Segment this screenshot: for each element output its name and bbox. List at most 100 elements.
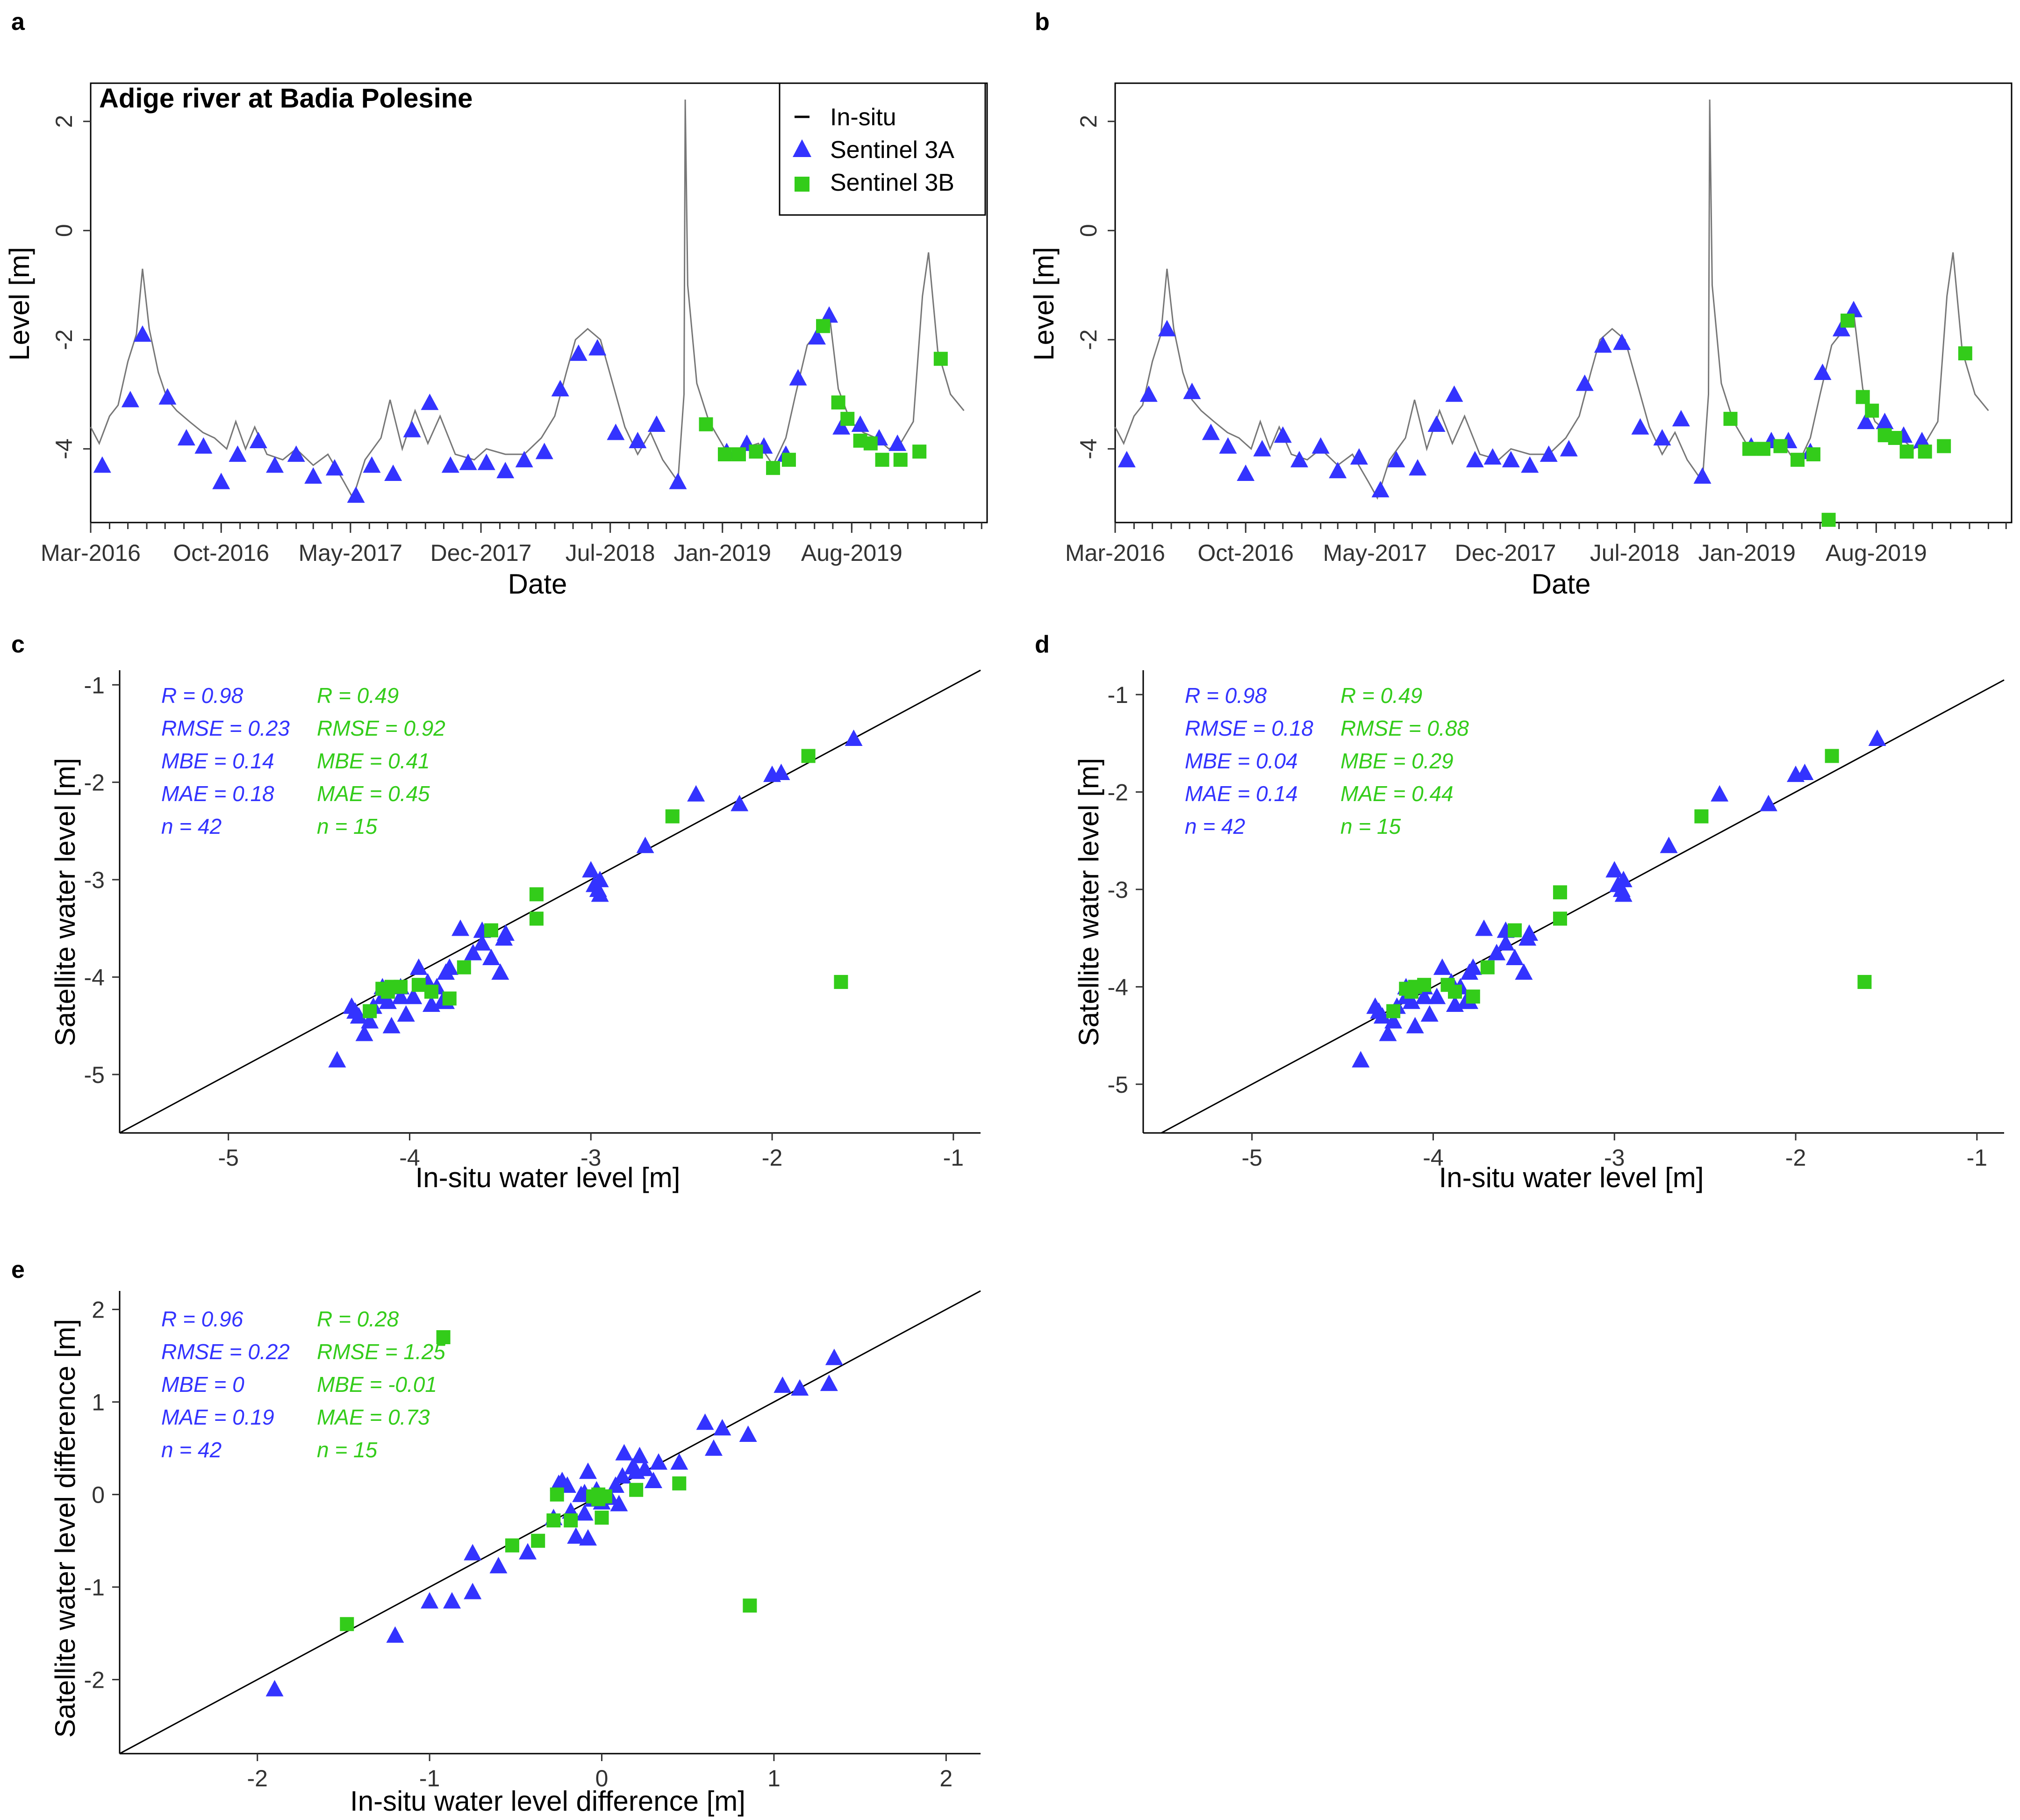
y-tick-label: -2 bbox=[51, 330, 77, 350]
y-tick-label: -1 bbox=[1108, 682, 1128, 708]
sentinel-3a-point bbox=[1502, 451, 1520, 467]
legend-s3b-swatch bbox=[795, 177, 809, 192]
legend-s3a-swatch bbox=[793, 139, 811, 157]
sentinel-3b-point bbox=[586, 1489, 601, 1504]
sentinel-3b-point bbox=[717, 447, 732, 462]
x-tick-label: 1 bbox=[767, 1765, 781, 1791]
sentinel-3a-point bbox=[1428, 988, 1446, 1004]
sentinel-3a-point bbox=[670, 1453, 688, 1470]
sentinel-3a-point bbox=[1483, 448, 1502, 465]
sentinel-3b-point bbox=[1417, 978, 1432, 992]
sentinel-3a-point bbox=[1237, 464, 1255, 481]
sentinel-3a-point bbox=[496, 462, 515, 479]
sentinel-3a-point bbox=[1796, 763, 1814, 780]
sentinel-3a-point bbox=[669, 473, 687, 489]
plot-frame bbox=[1114, 82, 2013, 523]
sentinel-3a-point bbox=[650, 1453, 668, 1470]
sentinel-3b-point bbox=[457, 960, 471, 974]
plot-frame bbox=[90, 82, 988, 523]
sentinel-3a-point bbox=[1274, 426, 1292, 443]
sentinel-3a-point bbox=[1614, 871, 1633, 888]
sentinel-3a-point bbox=[845, 729, 863, 746]
sentinel-3a-point bbox=[1427, 415, 1446, 432]
sentinel-3a-point bbox=[772, 763, 790, 780]
x-tick-label: Jan-2019 bbox=[673, 540, 771, 566]
y-axis-title: Level [m] bbox=[1028, 247, 1060, 360]
x-tick-label: -1 bbox=[943, 1145, 964, 1171]
y-tick-label: -1 bbox=[84, 672, 105, 698]
sentinel-3a-point bbox=[588, 339, 607, 356]
sentinel-3b-point bbox=[411, 978, 426, 992]
sentinel-3a-point bbox=[361, 1012, 379, 1029]
x-axis-title: Date bbox=[508, 568, 567, 600]
sentinel-3a-point bbox=[133, 325, 151, 342]
sentinel-3b-point bbox=[1825, 749, 1839, 763]
y-tick-label: -5 bbox=[1108, 1072, 1128, 1098]
sentinel-3a-point bbox=[1329, 462, 1347, 479]
sentinel-3a-point bbox=[739, 1425, 757, 1442]
sentinel-3a-point bbox=[629, 431, 647, 448]
sentinel-3a-point bbox=[1614, 885, 1633, 902]
sentinel-3a-point bbox=[1693, 467, 1712, 484]
sentinel-3b-point bbox=[1821, 513, 1836, 527]
sentinel-3a-point bbox=[613, 1467, 631, 1484]
sentinel-3a-point bbox=[1605, 861, 1624, 878]
sentinel-3a-point bbox=[1497, 934, 1515, 951]
sentinel-3a-point bbox=[441, 456, 459, 473]
panel-d-scatter: -5 -4 -3 -2 -1 -1 -2 -3 -4 -5 d In-situ water lev… bbox=[1035, 631, 2005, 1193]
x-tick-label: Jul-2018 bbox=[1590, 540, 1680, 566]
stat-s3b-r: R = 0.49 bbox=[317, 683, 399, 708]
sentinel-3a-point bbox=[451, 919, 470, 936]
sentinel-3b-point bbox=[893, 452, 908, 467]
sentinel-3a-point bbox=[696, 1413, 714, 1430]
sentinel-3a-point bbox=[832, 418, 851, 435]
y-axis-title: Satellite water level [m] bbox=[1073, 758, 1104, 1046]
identity-line bbox=[119, 669, 981, 1134]
sentinel-3a-point bbox=[489, 1557, 508, 1574]
sentinel-3a-point bbox=[1219, 437, 1237, 454]
sentinel-3a-point bbox=[403, 421, 421, 437]
y-axis-title: Satellite water level [m] bbox=[50, 758, 81, 1046]
x-tick-label: -4 bbox=[1423, 1145, 1443, 1171]
sentinel-3b-point bbox=[665, 809, 680, 824]
sentinel-3b-point bbox=[831, 395, 845, 410]
plot-area: -5 -4 -3 -2 -1 -1 -2 -3 -4 -5 bbox=[84, 669, 981, 1171]
sentinel-3a-point bbox=[325, 459, 344, 476]
legend-s3b-label: Sentinel 3B bbox=[830, 169, 954, 196]
sentinel-3a-point bbox=[1202, 423, 1220, 440]
sentinel-3a-point bbox=[1540, 445, 1558, 462]
sentinel-3a-point bbox=[1433, 958, 1451, 975]
sentinel-3a-point bbox=[713, 1419, 731, 1436]
stat-s3a-n: n = 42 bbox=[161, 1438, 222, 1462]
stat-s3a-n: n = 42 bbox=[161, 814, 222, 838]
stats-s3b: R = 0.28 RMSE = 1.25 MBE = -0.01 MAE = 0… bbox=[317, 1307, 445, 1462]
sentinel-3b-point bbox=[1466, 989, 1480, 1004]
sentinel-3a-point bbox=[464, 1583, 482, 1599]
x-axis-title: In-situ water level [m] bbox=[1439, 1162, 1704, 1193]
sentinel-3a-point bbox=[379, 992, 397, 1009]
sentinel-3a-point bbox=[1409, 459, 1427, 476]
sentinel-3a-point bbox=[1660, 837, 1678, 853]
x-tick-label: -2 bbox=[1785, 1145, 1806, 1171]
sentinel-3a-point bbox=[1613, 333, 1631, 350]
stat-s3b-mbe: MBE = 0.29 bbox=[1340, 749, 1454, 773]
sentinel-3b-point bbox=[1694, 809, 1709, 824]
insitu-series-line bbox=[1114, 99, 1989, 500]
sentinel-3a-point bbox=[229, 445, 247, 462]
sentinel-3a-point bbox=[1406, 1017, 1424, 1033]
sentinel-3b-point bbox=[1386, 1004, 1401, 1018]
y-tick-label: -3 bbox=[1108, 877, 1128, 903]
panel-b-timeseries: Mar-2016 Oct-2016 May-2017 Dec-2017 Jul-2018… bbox=[1028, 8, 2013, 600]
panel-c-scatter: -5 -4 -3 -2 -1 -1 -2 -3 -4 -5 c In-situ water lev… bbox=[11, 631, 981, 1193]
sentinel-3a-point bbox=[606, 1476, 624, 1493]
sentinel-3a-point bbox=[464, 1544, 482, 1561]
sentinel-3a-point bbox=[93, 456, 111, 473]
stat-s3b-mae: MAE = 0.73 bbox=[317, 1405, 430, 1429]
sentinel-3a-point bbox=[630, 1447, 649, 1463]
sentinel-3a-point bbox=[404, 988, 423, 1004]
sentinel-3b-point bbox=[1865, 403, 1879, 418]
sentinel-3a-point bbox=[579, 1529, 597, 1546]
panel-label-c: c bbox=[11, 631, 25, 658]
sentinel-3a-point bbox=[1464, 958, 1482, 975]
